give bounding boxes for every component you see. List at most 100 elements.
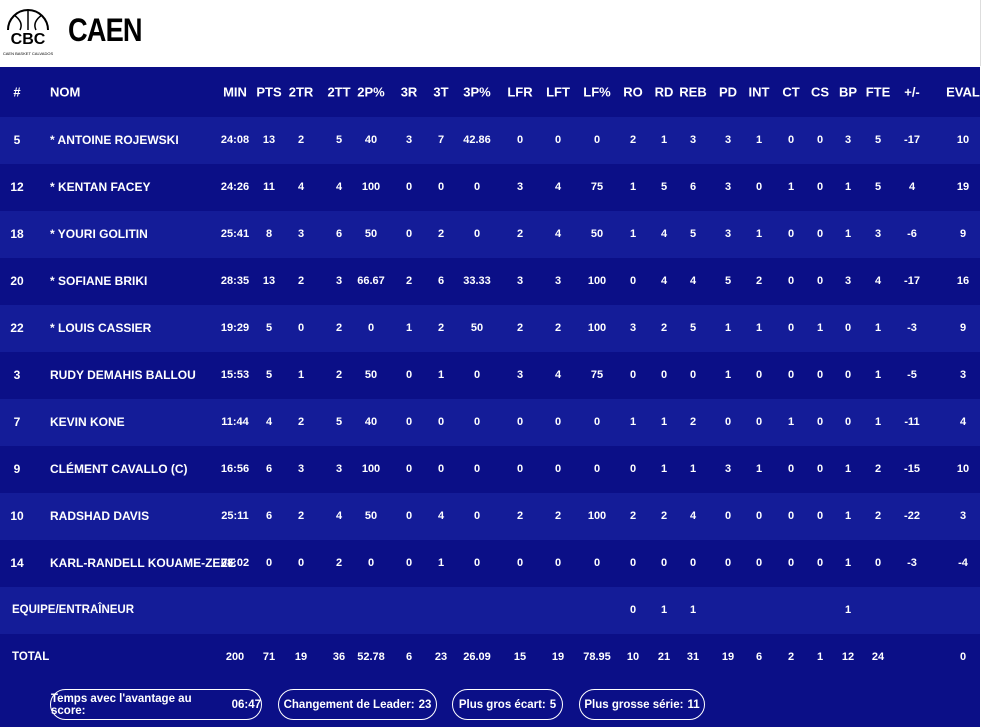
stat-cell: 5 xyxy=(265,322,273,334)
stat-cell: 25:11 xyxy=(221,510,249,522)
stat-cell: 6 xyxy=(405,651,413,663)
stat-cell: 16:56 xyxy=(220,463,250,475)
stat-cell: 1 xyxy=(874,369,882,381)
stat-cell: 52.78 xyxy=(357,651,385,663)
stat-cell: 5 xyxy=(724,275,732,287)
stat-cell: 5 xyxy=(689,322,697,334)
logo-subtitle: CAEN BASKET CALVADOS xyxy=(3,51,54,56)
stat-cell: 13 xyxy=(262,275,276,287)
column-header: LFR xyxy=(507,84,533,100)
stat-cell: 0 xyxy=(816,557,824,569)
stat-cell: 23 xyxy=(434,651,448,663)
stat-cell: 2 xyxy=(554,322,562,334)
table-row: 3 RUDY DEMAHIS BALLOU 15:53 5 1 2 50 0 1 0 3 4 75 0 0 0… xyxy=(0,352,980,399)
stat-cell: 3 xyxy=(724,134,732,146)
stat-cell: 0 xyxy=(629,463,637,475)
column-header: 2TT xyxy=(327,84,351,100)
stat-cell: 3 xyxy=(844,275,852,287)
stat-cell: 3 xyxy=(405,134,413,146)
column-header: 2P% xyxy=(357,84,385,100)
stat-cell: 1 xyxy=(660,134,668,146)
player-number: 22 xyxy=(10,321,24,335)
stat-cell: 4 xyxy=(689,510,697,522)
stat-cell: 3 xyxy=(554,275,562,287)
summary-pill: Plus grosse série: 11 xyxy=(579,689,705,720)
stat-cell: 31 xyxy=(686,651,700,663)
stat-cell: 1 xyxy=(844,510,852,522)
stat-cell: 4 xyxy=(874,275,882,287)
stat-cell: 0 xyxy=(629,557,637,569)
stat-cell: 0 xyxy=(473,510,481,522)
stat-cell: 0 xyxy=(593,416,601,428)
stat-cell: 1 xyxy=(297,369,305,381)
stat-cell: 3 xyxy=(724,463,732,475)
player-number: 5 xyxy=(13,133,21,147)
stat-cell: 2 xyxy=(554,510,562,522)
summary-pill: Temps avec l'avantage au score: 06:47 xyxy=(50,689,262,720)
stat-cell: 1 xyxy=(405,322,413,334)
stat-cell: 0 xyxy=(405,510,413,522)
player-name: * ANTOINE ROJEWSKI xyxy=(50,133,179,147)
column-header: +/- xyxy=(904,84,920,100)
stat-cell: 0 xyxy=(816,369,824,381)
stat-cell: 0 xyxy=(755,557,763,569)
column-header: CS xyxy=(810,84,830,100)
stat-cell: 0 xyxy=(755,510,763,522)
team-title: CAEN xyxy=(68,12,143,48)
stat-cell: 0 xyxy=(405,463,413,475)
stat-cell: 1 xyxy=(874,322,882,334)
stat-cell: 100 xyxy=(587,275,607,287)
stat-cell: 50 xyxy=(470,322,484,334)
stat-cell: 1 xyxy=(755,228,763,240)
stat-cell: -3 xyxy=(907,322,917,334)
stat-cell: 1 xyxy=(437,557,445,569)
stat-cell: 0 xyxy=(473,416,481,428)
stat-cell: 100 xyxy=(361,181,381,193)
stat-cell: 0 xyxy=(787,275,795,287)
stat-cell: 0 xyxy=(689,369,697,381)
player-name: KEVIN KONE xyxy=(50,415,125,429)
stat-cell: 4 xyxy=(437,510,445,522)
table-row: EQUIPE/ENTRAÎNEUR 0 1 1 1 xyxy=(0,587,980,634)
table-row: 9 CLÉMENT CAVALLO (C) 16:56 6 3 3 100 0 0 0 0 0 0 0 1 1… xyxy=(0,446,980,493)
logo: CBC CAEN BASKET CALVADOS xyxy=(3,9,54,56)
stat-cell: 0 xyxy=(473,557,481,569)
summary-label: Plus gros écart: xyxy=(458,698,546,711)
column-header: RO xyxy=(623,84,643,100)
stat-cell: 2 xyxy=(297,275,305,287)
stat-cell: 2 xyxy=(660,322,668,334)
stat-cell: 3 xyxy=(297,228,305,240)
stat-cell: 2 xyxy=(297,134,305,146)
column-header: # xyxy=(13,84,21,100)
stat-cell: 2 xyxy=(516,510,524,522)
stat-cell: 6 xyxy=(265,510,273,522)
stat-cell: 100 xyxy=(361,463,381,475)
stat-cell: 2 xyxy=(516,322,524,334)
stat-cell: 75 xyxy=(590,369,604,381)
stat-cell: 2 xyxy=(335,557,343,569)
column-header: RD xyxy=(654,84,674,100)
stat-cell: 0 xyxy=(660,369,668,381)
stat-cell: 0 xyxy=(405,369,413,381)
stat-cell: 50 xyxy=(590,228,604,240)
column-header: FTE xyxy=(865,84,891,100)
stat-cell: 2 xyxy=(629,510,637,522)
stat-cell: 100 xyxy=(587,510,607,522)
stat-cell: 2 xyxy=(335,322,343,334)
stat-cell: 1 xyxy=(629,228,637,240)
stat-cell: 9 xyxy=(959,322,967,334)
stat-cell: 08:02 xyxy=(220,557,250,569)
stat-cell: 2 xyxy=(297,416,305,428)
summary-pill: Plus gros écart: 5 xyxy=(452,689,563,720)
stat-cell: 40 xyxy=(364,134,378,146)
stat-cell: 0 xyxy=(816,228,824,240)
stat-cell: 0 xyxy=(787,557,795,569)
column-header: NOM xyxy=(50,84,81,100)
player-name: * SOFIANE BRIKI xyxy=(50,274,148,288)
stat-cell: 15:53 xyxy=(220,369,250,381)
stat-cell: 0 xyxy=(516,416,524,428)
stat-cell: -17 xyxy=(904,134,920,146)
stat-cell: 0 xyxy=(816,416,824,428)
stat-cell: 11:44 xyxy=(221,416,249,428)
